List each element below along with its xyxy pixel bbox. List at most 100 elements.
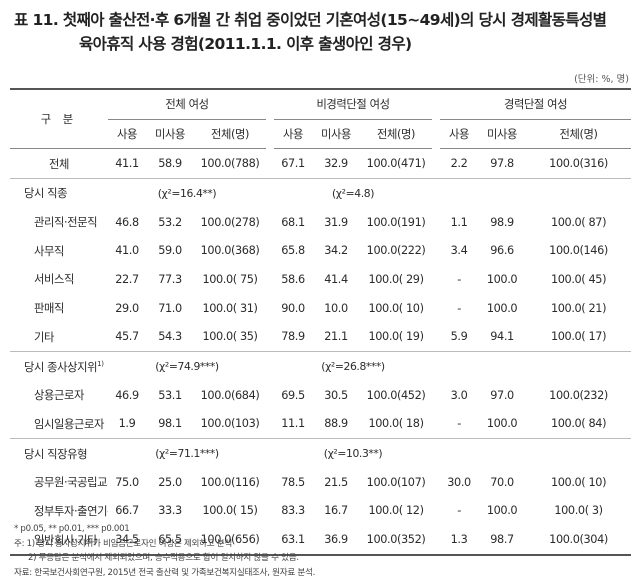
cell: 54.3 (158, 330, 182, 344)
cell: 21.5 (324, 475, 348, 489)
cell: 34.2 (324, 244, 348, 258)
cell: 100.0(471) (360, 148, 433, 180)
cell: 100.0(191) (366, 215, 426, 229)
cell: 78.5 (281, 475, 305, 489)
cell: 65.8 (281, 244, 305, 258)
cell: 71.0 (158, 301, 182, 315)
cell: 100.0( 19) (368, 330, 424, 344)
section-label: 당시 직장유형 (10, 438, 108, 468)
data-table: 구 분 전체 여성 비경력단절 여성 경력단절 여성 사용 미사용 전체(명) … (10, 87, 632, 556)
cell: 100.0( 35) (202, 330, 258, 344)
row-label: 서비스직 (34, 273, 74, 287)
row-label: 사무직 (34, 244, 64, 258)
cell: 100.0(352) (360, 525, 433, 556)
cell: 100.0( 10) (550, 475, 607, 489)
cell: 94.1 (490, 330, 514, 344)
stub-header: 구 분 (10, 88, 108, 150)
cell: 29.0 (115, 301, 139, 315)
cell: 100.0( 87) (550, 215, 607, 229)
cell: 100.0 (486, 504, 518, 518)
row-label: 일반회사·기타 (10, 525, 108, 556)
section-header-row: 당시 종사상지위1) (χ²=74.9***) (χ²=26.8***) (10, 351, 632, 381)
col-header-use: 사용 (440, 119, 479, 150)
row-label: 정부투자·출연기관 (34, 504, 108, 518)
group-header-all: 전체 여성 (108, 87, 266, 120)
col-header-total: 전체(명) (526, 119, 632, 150)
row-label: 공무원·국공립교사 (34, 476, 108, 490)
cell: 11.1 (281, 417, 305, 431)
cell: 100.0(788) (194, 148, 266, 180)
unit-label: (단위: %, 명) (574, 74, 629, 85)
cell: 100.0(116) (200, 475, 260, 489)
row-label: 관리직·전문직 (34, 216, 98, 230)
cell: 70.0 (490, 475, 514, 489)
footnote-marker: 1) (97, 359, 104, 368)
cell: 46.8 (115, 215, 139, 229)
cell: 100.0( 12) (368, 504, 424, 518)
cell: 90.0 (281, 301, 305, 315)
source-note: 자료: 한국보건사회연구원, 2015년 전국 출산력 및 가족보건복지실태조사… (14, 567, 316, 578)
cell: 100.0 (486, 301, 518, 315)
col-header-nonuse: 미사용 (146, 119, 194, 150)
table-row: 임시일용근로자 1.9 98.1 100.0(103) 11.1 88.9 100.0( 1… (10, 410, 631, 439)
cell: 21.1 (324, 330, 348, 344)
cell: 98.9 (490, 215, 514, 229)
chi-square-stat: (χ²=16.4**) (108, 178, 266, 208)
cell: 100.0(684) (200, 388, 260, 402)
chi-square-stat (440, 351, 632, 381)
section-header-row: 당시 직종 (χ²=16.4**) (χ²=4.8) (10, 178, 632, 208)
row-label: 판매직 (34, 302, 64, 316)
cell: 5.9 (450, 330, 468, 344)
cell: 97.0 (490, 388, 514, 402)
significance-note: * p0.05, ** p0.01, *** p0.001 (14, 524, 130, 534)
cell: 100.0( 75) (202, 272, 258, 286)
cell: - (457, 417, 461, 431)
section-label: 당시 종사상지위1) (10, 351, 108, 381)
row-label: 임시일용근로자 (34, 417, 104, 431)
table-row: 공무원·국공립교사 75.0 25.0 100.0(116) 78.5 21.5 100.0… (10, 468, 631, 497)
cell: 100.0( 21) (550, 301, 607, 315)
cell: 32.9 (312, 148, 360, 180)
cell: 53.2 (158, 215, 182, 229)
cell: 41.1 (108, 148, 146, 180)
cell: 88.9 (324, 417, 348, 431)
cell: 41.0 (115, 244, 139, 258)
col-header-total: 전체(명) (194, 119, 266, 150)
section-header-row: 당시 직장유형 (χ²=71.1***) (χ²=10.3**) (10, 438, 632, 468)
cell: 100.0(656) (194, 525, 266, 556)
cell: 34.5 (108, 525, 146, 556)
cell: 66.7 (115, 504, 139, 518)
cell: 36.9 (312, 525, 360, 556)
cell: 98.1 (158, 417, 182, 431)
header-row-cols: 사용 미사용 전체(명) 사용 미사용 전체(명) 사용 미사용 전체(명) (10, 119, 632, 150)
note-2: 2) 무응답은 분석에서 제외되었으며, 승수적용으로 합이 일치하지 않을 수… (28, 553, 299, 563)
chi-square-stat (440, 438, 632, 468)
total-row: 전체 41.1 58.9 100.0(788) 67.1 32.9 100.0(… (10, 148, 632, 180)
chi-square-stat: (χ²=26.8***) (274, 351, 433, 381)
cell: 58.6 (281, 272, 305, 286)
cell: 100.0( 45) (550, 272, 607, 286)
row-label: 전체 (10, 148, 108, 180)
chi-square-stat: (χ²=4.8) (274, 178, 433, 208)
cell: 30.5 (324, 388, 348, 402)
cell: 100.0 (486, 272, 518, 286)
chi-square-stat: (χ²=10.3**) (274, 438, 433, 468)
col-header-nonuse: 미사용 (478, 119, 527, 150)
chi-square-stat: (χ²=71.1***) (108, 438, 266, 468)
cell: 67.1 (274, 148, 312, 180)
group-header-non-break: 비경력단절 여성 (274, 87, 433, 120)
cell: - (457, 301, 461, 315)
cell: 75.0 (115, 475, 139, 489)
cell: 16.7 (324, 504, 348, 518)
cell: 100.0(146) (549, 244, 608, 258)
cell: 41.4 (324, 272, 348, 286)
col-header-nonuse: 미사용 (312, 119, 360, 150)
cell: 100.0(452) (366, 388, 426, 402)
title-line-2: 육아휴직 사용 경험(2011.1.1. 이후 출생아인 경우) (79, 35, 412, 53)
row-label: 기타 (34, 330, 54, 344)
cell: 59.0 (158, 244, 182, 258)
cell: 1.1 (450, 215, 468, 229)
cell: 33.3 (158, 504, 182, 518)
note-1: 주: 1) 당시 종사상지위가 비임금근로자인 여성은 제외하고 분석 (14, 538, 232, 549)
cell: 77.3 (158, 272, 182, 286)
